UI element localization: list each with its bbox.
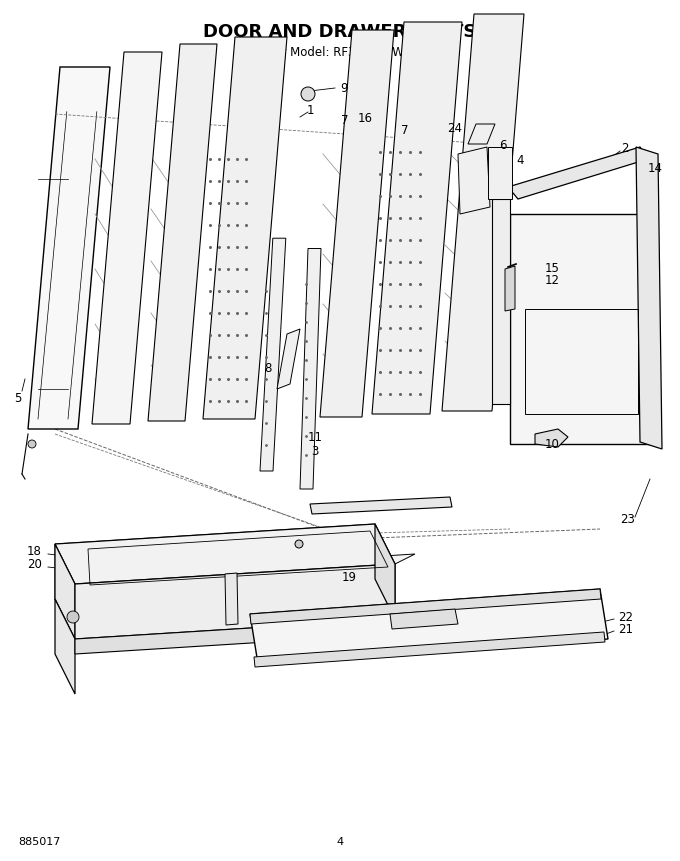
Text: 6: 6 (499, 139, 507, 152)
Polygon shape (375, 524, 395, 619)
Text: 885017: 885017 (18, 836, 61, 846)
Polygon shape (310, 498, 452, 514)
Polygon shape (468, 125, 495, 145)
Circle shape (295, 541, 303, 548)
Text: 15: 15 (545, 261, 560, 274)
Text: 21: 21 (618, 623, 633, 635)
Text: 10: 10 (545, 438, 560, 451)
Text: 12: 12 (545, 273, 560, 286)
Polygon shape (277, 330, 300, 389)
Polygon shape (510, 214, 650, 444)
Text: 7: 7 (341, 114, 349, 127)
Polygon shape (458, 148, 490, 214)
Text: 8: 8 (265, 361, 272, 374)
Polygon shape (492, 200, 510, 405)
Polygon shape (75, 564, 395, 639)
Text: 7: 7 (401, 123, 409, 136)
Circle shape (28, 441, 36, 449)
Text: For Model: RF385PXYW1: For Model: RF385PXYW1 (269, 46, 411, 59)
Polygon shape (320, 31, 394, 418)
Polygon shape (55, 599, 75, 694)
Polygon shape (260, 238, 286, 472)
Polygon shape (92, 53, 162, 424)
Polygon shape (148, 45, 217, 422)
Polygon shape (488, 148, 512, 200)
Polygon shape (535, 430, 568, 448)
Circle shape (301, 88, 315, 102)
Text: 14: 14 (648, 161, 663, 174)
Text: 2: 2 (622, 141, 629, 154)
Polygon shape (203, 38, 287, 419)
Polygon shape (300, 249, 321, 489)
Polygon shape (250, 589, 601, 624)
Text: 22: 22 (618, 610, 633, 623)
Text: 4: 4 (516, 153, 524, 166)
Polygon shape (390, 610, 458, 629)
Polygon shape (254, 632, 605, 667)
Polygon shape (250, 589, 608, 664)
Polygon shape (28, 68, 110, 430)
Text: 3: 3 (311, 445, 319, 458)
Text: 1: 1 (306, 103, 313, 116)
Polygon shape (372, 23, 462, 414)
Circle shape (67, 611, 79, 623)
Text: 11: 11 (307, 431, 322, 444)
Polygon shape (636, 148, 662, 449)
Polygon shape (75, 619, 395, 654)
Polygon shape (508, 148, 648, 200)
Text: 20: 20 (27, 558, 42, 571)
Text: DOOR AND DRAWER PARTS: DOOR AND DRAWER PARTS (203, 23, 477, 41)
Polygon shape (55, 524, 395, 585)
Polygon shape (505, 267, 515, 312)
Text: 23: 23 (620, 513, 635, 526)
Bar (525, 310, 638, 414)
Text: 16: 16 (358, 111, 373, 124)
Text: 19: 19 (342, 571, 357, 584)
Text: 5: 5 (14, 391, 22, 404)
Text: 4: 4 (337, 836, 343, 846)
Text: 24: 24 (447, 121, 462, 134)
Text: 18: 18 (27, 545, 42, 558)
Polygon shape (55, 524, 375, 599)
Polygon shape (75, 554, 415, 585)
Polygon shape (442, 15, 524, 412)
Text: 9: 9 (340, 82, 347, 95)
Polygon shape (225, 573, 238, 625)
Polygon shape (55, 544, 75, 639)
